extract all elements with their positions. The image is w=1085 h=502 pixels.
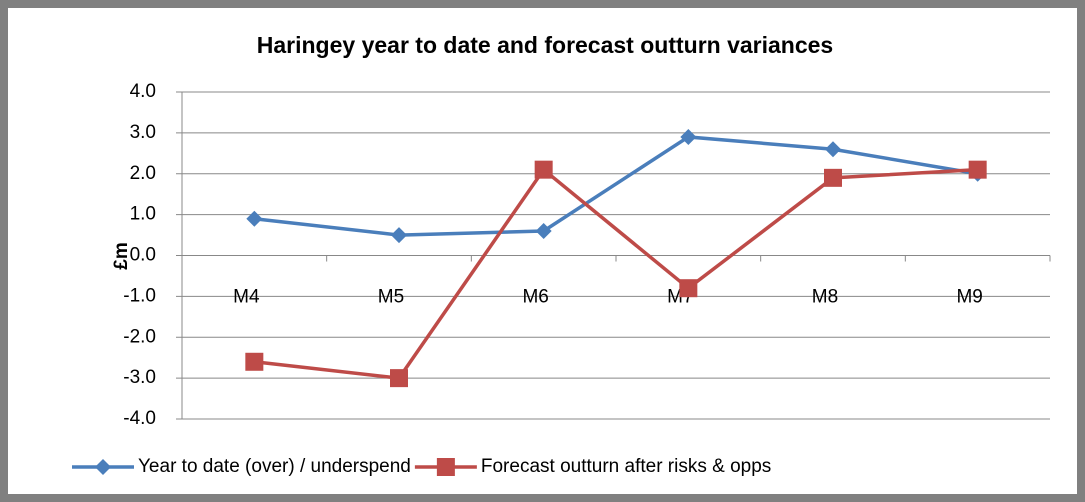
x-tick-label: M8 xyxy=(812,287,838,308)
y-tick-label: 2.0 xyxy=(130,163,156,184)
data-point xyxy=(390,369,408,388)
data-point xyxy=(968,160,987,179)
y-tick-label: -1.0 xyxy=(123,285,156,306)
data-point xyxy=(679,279,698,298)
y-tick-label: 0.0 xyxy=(130,245,156,266)
y-tick-label: 1.0 xyxy=(130,204,156,225)
data-point xyxy=(535,222,552,239)
legend-label: Forecast outturn after risks & opps xyxy=(481,456,771,477)
data-point xyxy=(391,227,407,244)
x-tick-label: M4 xyxy=(233,287,260,308)
x-tick-label: M9 xyxy=(956,287,982,308)
legend-marker xyxy=(436,458,455,476)
x-tick-label: M5 xyxy=(378,287,404,308)
y-tick-label: 3.0 xyxy=(130,122,156,143)
data-point xyxy=(534,160,553,179)
y-axis-label: £m xyxy=(111,242,132,269)
y-tick-label: 4.0 xyxy=(130,81,156,102)
y-tick-label: -2.0 xyxy=(123,326,156,347)
legend-label: Year to date (over) / underspend xyxy=(138,456,411,477)
series-line xyxy=(254,167,978,380)
y-tick-label: -4.0 xyxy=(123,408,156,429)
chart-title: Haringey year to date and forecast outtu… xyxy=(257,32,833,58)
legend-marker xyxy=(95,459,111,475)
data-point xyxy=(824,168,842,187)
data-point xyxy=(246,210,263,227)
x-tick-label: M6 xyxy=(522,287,548,308)
y-tick-label: -3.0 xyxy=(123,367,156,388)
data-point xyxy=(245,352,264,371)
series-line xyxy=(254,135,978,237)
data-point xyxy=(825,141,841,158)
data-point xyxy=(680,128,697,145)
